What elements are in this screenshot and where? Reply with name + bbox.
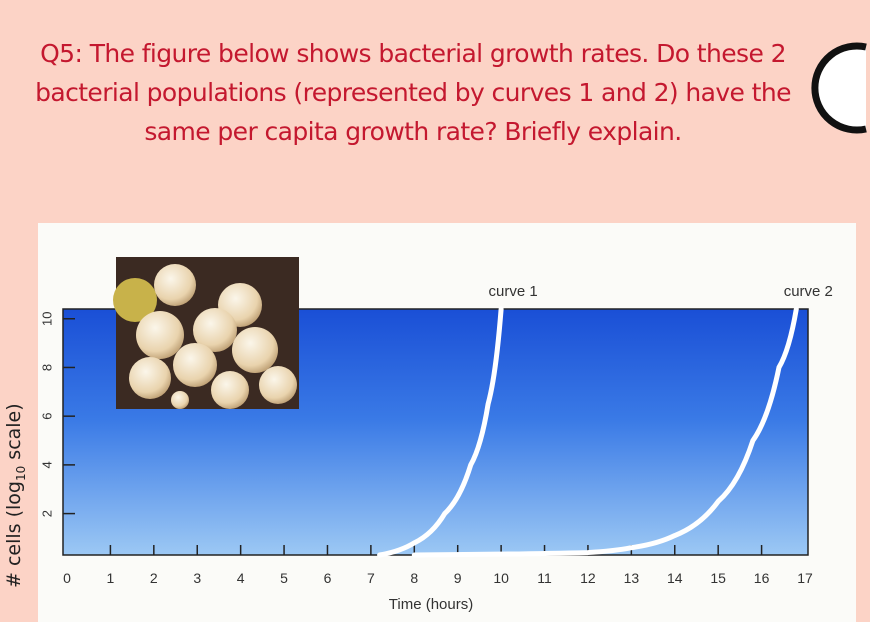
x-tick-label: 13: [624, 570, 640, 586]
question-text: The figure below shows bacterial growth …: [35, 39, 791, 146]
bacteria-micrograph: [113, 257, 299, 409]
x-axis-label: Time (hours): [389, 596, 473, 613]
y-tick-label: 4: [40, 461, 55, 468]
x-tick-label: 17: [797, 570, 813, 586]
y-axis-label: # cells (log10 scale): [3, 403, 28, 588]
y-tick-label: 8: [40, 364, 55, 371]
y-tick-label: 2: [40, 510, 55, 517]
x-tick-label: 12: [580, 570, 596, 586]
x-tick-label: 4: [237, 570, 245, 586]
x-tick-label: 10: [493, 570, 509, 586]
series-line-1: [377, 306, 504, 558]
circle-shape: [811, 42, 867, 134]
x-tick-label: 14: [667, 570, 683, 586]
x-tick-label: 16: [754, 570, 770, 586]
x-tick-label: 8: [410, 570, 418, 586]
x-tick-label: 1: [107, 570, 115, 586]
series-label-1: curve 1: [489, 283, 538, 300]
x-tick-label: 15: [710, 570, 726, 586]
x-tick-label: 6: [324, 570, 332, 586]
x-tick-label: 2: [150, 570, 158, 586]
series-line-2: [411, 306, 799, 558]
question-title: Q5: The figure below shows bacterial gro…: [0, 34, 826, 151]
x-tick-label: 0: [63, 570, 71, 586]
x-tick-label: 9: [454, 570, 462, 586]
x-tick-label: 3: [193, 570, 201, 586]
question-label: Q5:: [40, 39, 83, 68]
x-tick-label: 7: [367, 570, 375, 586]
y-tick-label: 6: [40, 413, 55, 420]
x-tick-label: 5: [280, 570, 288, 586]
series-label-2: curve 2: [784, 283, 833, 300]
y-tick-label: 10: [40, 312, 55, 326]
x-tick-label: 11: [537, 570, 552, 586]
